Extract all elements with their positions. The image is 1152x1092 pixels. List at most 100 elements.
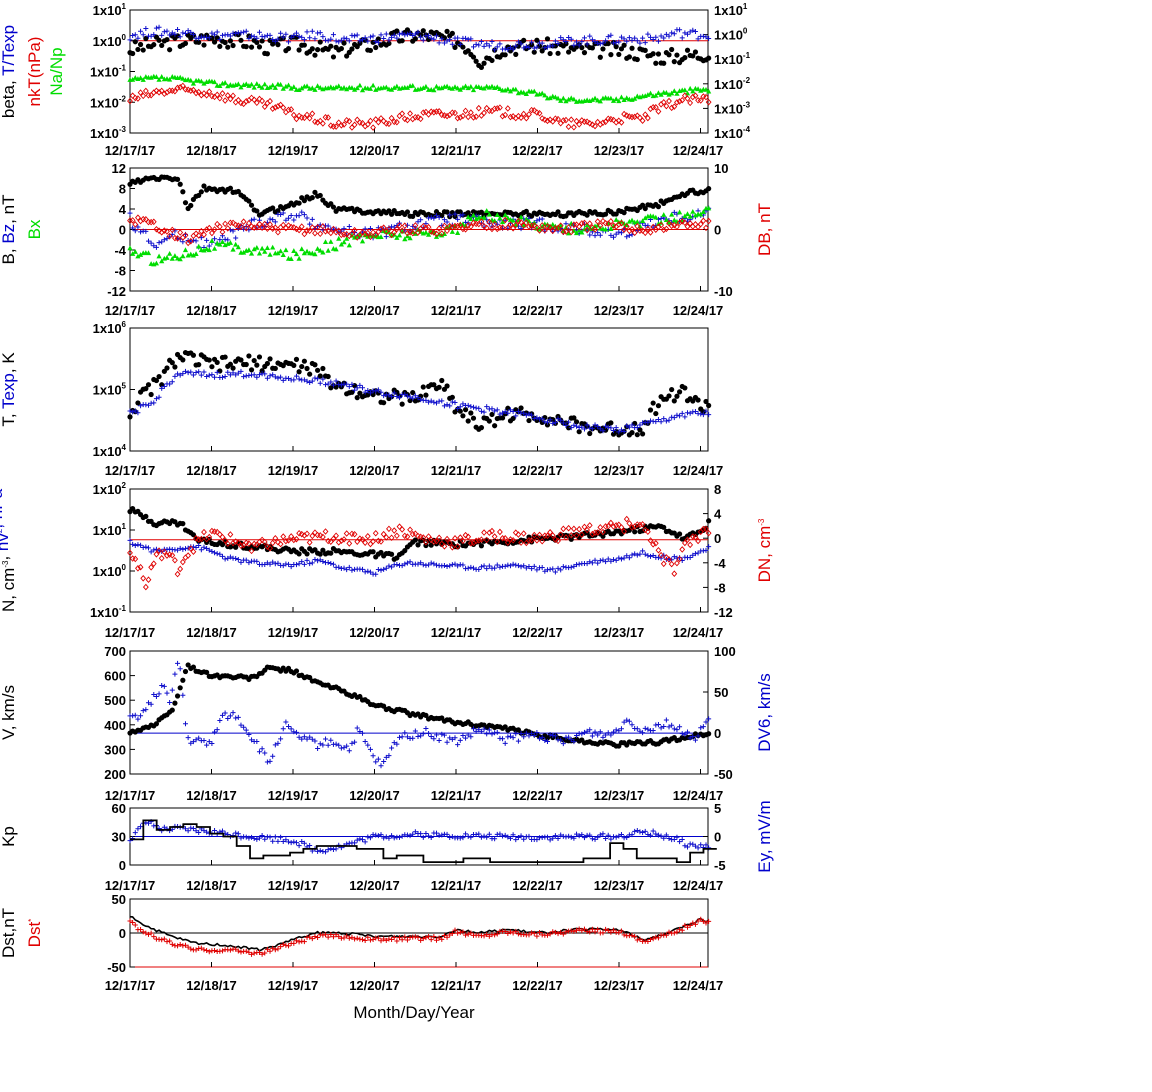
data-point <box>156 240 162 246</box>
data-point <box>248 367 255 373</box>
data-point <box>695 537 701 545</box>
data-point <box>555 931 561 937</box>
data-point <box>542 737 548 743</box>
data-point <box>481 60 487 66</box>
data-point <box>457 404 463 410</box>
data-point <box>658 33 664 39</box>
data-point <box>320 34 326 40</box>
data-point <box>328 239 334 244</box>
data-point <box>570 525 577 533</box>
data-point <box>404 734 410 740</box>
data-point <box>492 47 498 53</box>
data-point <box>330 204 337 210</box>
data-point <box>177 181 183 187</box>
data-point <box>317 192 323 199</box>
data-point <box>378 938 384 944</box>
data-point <box>647 90 654 96</box>
data-point <box>309 936 315 942</box>
data-point <box>251 224 258 231</box>
data-point <box>526 417 532 424</box>
data-point <box>444 564 450 570</box>
x-tick-label: 12/19/17 <box>268 303 319 318</box>
data-point <box>317 551 323 557</box>
data-point <box>293 356 300 362</box>
data-point <box>426 730 432 736</box>
data-point <box>687 29 693 35</box>
data-point <box>687 410 693 416</box>
data-point <box>299 209 305 215</box>
data-point <box>359 87 366 93</box>
data-point <box>272 374 278 380</box>
data-point <box>217 237 223 243</box>
data-point <box>539 40 545 46</box>
data-point <box>272 365 278 372</box>
data-point <box>629 113 635 121</box>
data-point <box>132 555 139 563</box>
data-point <box>550 43 556 49</box>
y2-tick-label: -10 <box>714 284 733 299</box>
data-point <box>269 539 276 547</box>
x-tick-label: 12/21/17 <box>431 143 482 158</box>
data-point <box>341 35 347 41</box>
data-point <box>700 409 706 415</box>
data-point <box>581 926 587 932</box>
data-point <box>296 551 302 557</box>
data-point <box>270 36 276 42</box>
data-point <box>574 562 580 568</box>
data-point <box>706 402 712 409</box>
data-point <box>344 86 350 92</box>
data-point <box>280 533 287 540</box>
data-point <box>381 566 387 572</box>
data-point <box>201 231 207 238</box>
data-point <box>230 370 236 376</box>
data-point <box>301 114 308 122</box>
data-point <box>249 33 255 39</box>
data-point <box>639 521 646 528</box>
data-point <box>425 223 432 231</box>
data-point <box>127 245 133 251</box>
data-point <box>671 88 677 94</box>
data-point <box>566 425 572 431</box>
data-point <box>434 562 439 568</box>
data-point <box>262 81 268 87</box>
data-point <box>560 525 567 533</box>
data-point <box>270 82 276 88</box>
data-point <box>578 117 585 124</box>
data-point <box>354 234 360 239</box>
data-point <box>196 243 202 249</box>
data-point <box>618 928 624 934</box>
data-point <box>127 537 133 543</box>
data-point <box>616 51 622 58</box>
data-point <box>600 217 606 225</box>
data-point <box>143 26 149 32</box>
data-point <box>510 735 516 741</box>
data-point <box>462 83 469 89</box>
data-point <box>418 560 424 566</box>
data-point <box>494 931 500 937</box>
data-point <box>492 932 498 938</box>
data-point <box>629 552 635 558</box>
data-point <box>573 532 580 539</box>
data-point <box>634 726 640 732</box>
data-point <box>571 415 577 421</box>
data-point <box>137 563 144 571</box>
data-point <box>373 388 379 394</box>
data-point <box>697 220 704 228</box>
data-point <box>682 414 688 420</box>
data-point <box>404 393 410 399</box>
data-point <box>193 737 199 743</box>
data-point <box>420 562 426 568</box>
data-point <box>182 232 189 239</box>
data-point <box>560 741 566 747</box>
data-point <box>470 44 476 50</box>
data-point <box>410 82 416 88</box>
data-point <box>222 556 228 562</box>
data-point <box>492 423 498 429</box>
y-tick-label: -4 <box>114 243 126 258</box>
x-tick-label: 12/24/17 <box>673 143 724 158</box>
data-point <box>386 753 392 759</box>
data-point <box>626 555 632 561</box>
data-point <box>227 947 233 953</box>
data-point <box>206 739 212 745</box>
data-point <box>175 660 181 666</box>
